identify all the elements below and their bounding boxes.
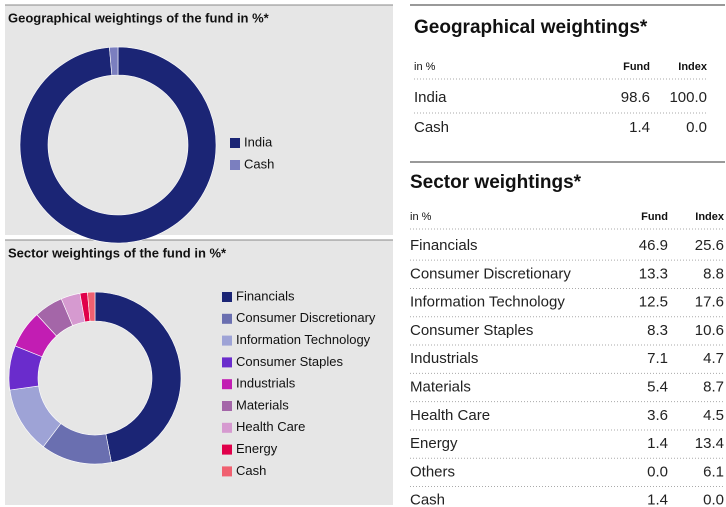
- legend-label: Consumer Discretionary: [236, 310, 376, 325]
- table-header: Fund: [641, 211, 668, 223]
- table-cell: Materials: [410, 378, 471, 395]
- chart-title: Geographical weightings of the fund in %…: [8, 10, 270, 25]
- table-cell: 100.0: [669, 89, 707, 106]
- table-header: Fund: [623, 61, 650, 73]
- donut-slice: [87, 291, 96, 322]
- table-title: Geographical weightings*: [414, 17, 648, 38]
- table-cell: Cash: [414, 119, 449, 136]
- table-title: Sector weightings*: [410, 172, 582, 193]
- table-cell: Consumer Staples: [410, 322, 533, 339]
- legend-label: Consumer Staples: [236, 354, 343, 369]
- legend-label: India: [244, 134, 273, 149]
- table-cell: 12.5: [639, 294, 668, 311]
- legend-label: Information Technology: [236, 332, 371, 347]
- legend-label: Cash: [244, 156, 274, 171]
- table-cell: Others: [410, 463, 455, 480]
- legend-swatch: [222, 357, 232, 368]
- table-cell: Industrials: [410, 350, 478, 367]
- table-cell: 17.6: [695, 294, 724, 311]
- table-cell: 98.6: [621, 89, 650, 106]
- table-cell: 46.9: [639, 237, 668, 254]
- table-cell: 10.6: [695, 322, 724, 339]
- legend-label: Energy: [236, 441, 278, 456]
- legend-swatch: [222, 292, 232, 302]
- table-cell: 0.0: [703, 492, 724, 507]
- table-cell: 8.8: [703, 265, 724, 282]
- table-header: in %: [410, 211, 432, 223]
- legend-label: Health Care: [236, 419, 305, 434]
- legend-label: Cash: [236, 463, 266, 478]
- table-cell: 4.5: [703, 407, 724, 424]
- table-cell: Financials: [410, 237, 478, 254]
- table-cell: 8.3: [647, 322, 668, 339]
- legend-swatch: [222, 466, 232, 477]
- table-cell: Energy: [410, 435, 458, 452]
- donut-slice: [109, 46, 119, 76]
- legend-label: Financials: [236, 288, 295, 303]
- table-cell: 0.0: [686, 119, 707, 136]
- table-cell: India: [414, 89, 447, 106]
- table-cell: 5.4: [647, 378, 668, 395]
- table-cell: 7.1: [647, 350, 668, 367]
- chart-title: Sector weightings of the fund in %*: [8, 245, 227, 260]
- table-header: Index: [695, 211, 725, 223]
- legend-label: Materials: [236, 397, 289, 412]
- table-header: in %: [414, 61, 436, 73]
- table-cell: 1.4: [647, 492, 668, 507]
- table-cell: 3.6: [647, 407, 668, 424]
- table-cell: Information Technology: [410, 294, 565, 311]
- legend-swatch: [222, 401, 232, 411]
- table-cell: Cash: [410, 492, 445, 507]
- table-cell: 4.7: [703, 350, 724, 367]
- donut-slice: [94, 291, 182, 463]
- table-cell: 13.4: [695, 435, 724, 452]
- panel: [5, 240, 393, 505]
- table-cell: 6.1: [703, 463, 724, 480]
- legend-swatch: [222, 335, 232, 346]
- table-cell: Consumer Discretionary: [410, 265, 571, 282]
- legend-swatch: [230, 138, 240, 148]
- table-cell: 1.4: [629, 119, 650, 136]
- legend-label: Industrials: [236, 376, 296, 391]
- legend-swatch: [222, 379, 232, 390]
- legend-swatch: [222, 422, 232, 433]
- legend-swatch: [222, 313, 232, 324]
- table-cell: 8.7: [703, 378, 724, 395]
- table-cell: 1.4: [647, 435, 668, 452]
- legend-swatch: [230, 160, 240, 170]
- table-cell: 25.6: [695, 237, 724, 254]
- table-cell: 0.0: [647, 463, 668, 480]
- table-header: Index: [678, 61, 708, 73]
- legend-swatch: [222, 444, 232, 455]
- donut-slice: [19, 46, 217, 244]
- table-cell: Health Care: [410, 407, 490, 424]
- table-cell: 13.3: [639, 265, 668, 282]
